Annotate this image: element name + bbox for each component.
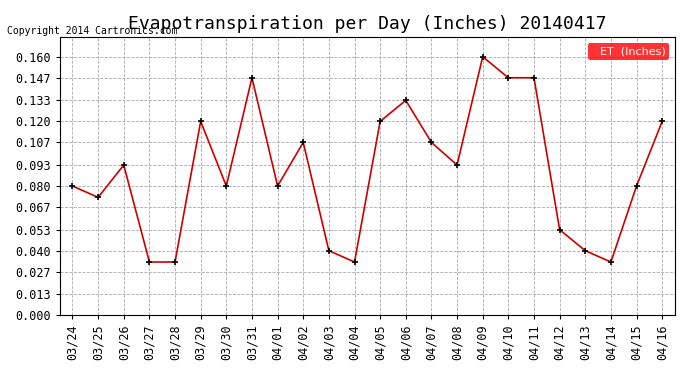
Legend: ET  (Inches): ET (Inches) [588, 43, 669, 60]
Text: Copyright 2014 Cartronics.com: Copyright 2014 Cartronics.com [7, 26, 177, 36]
Title: Evapotranspiration per Day (Inches) 20140417: Evapotranspiration per Day (Inches) 2014… [128, 15, 607, 33]
